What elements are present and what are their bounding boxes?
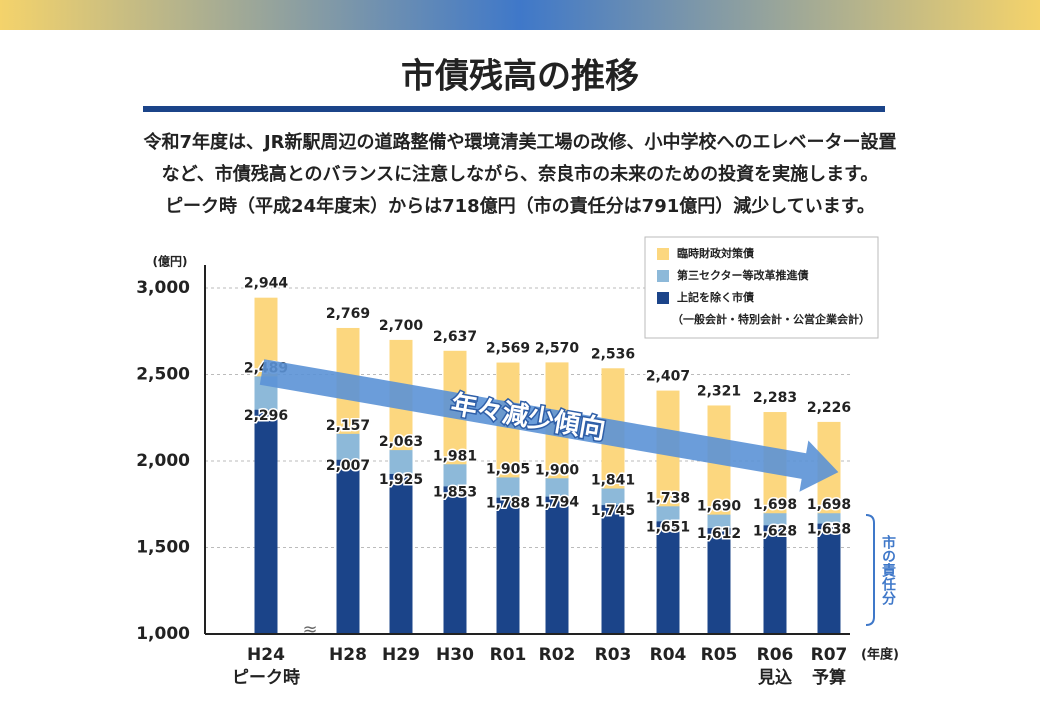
- x-tick-label: R06: [757, 645, 794, 665]
- legend-label: 第三セクター等改革推進債: [677, 268, 809, 282]
- value-label: 1,900: [535, 462, 580, 478]
- x-tick-label: H30: [436, 645, 474, 665]
- y-tick-label: 1,500: [136, 538, 190, 558]
- value-label: 1,690: [697, 499, 742, 515]
- value-label: 1,698: [753, 497, 797, 513]
- bar: [817, 523, 841, 634]
- bar: [496, 497, 520, 634]
- x-tick-sublabel: 予算: [812, 667, 846, 688]
- legend-label: 上記を除く市債: [677, 290, 754, 304]
- x-tick-label: R05: [701, 645, 738, 665]
- legend-swatch: [657, 248, 669, 260]
- value-label: 1,628: [753, 523, 797, 539]
- value-label: 1,745: [591, 503, 635, 519]
- bar: [389, 473, 413, 634]
- x-tick-label: R02: [539, 645, 576, 665]
- value-label: 2,637: [433, 329, 477, 345]
- value-label: 2,007: [326, 458, 370, 474]
- y-tick-label: 1,000: [136, 624, 190, 644]
- intro-line: ピーク時（平成24年度末）からは718億円（市の責任分は791億円）減少していま…: [165, 195, 875, 217]
- bar: [545, 496, 569, 634]
- annotation: 年々減少傾向: [449, 389, 608, 446]
- x-tick-label: R04: [650, 645, 687, 665]
- value-label: 1,853: [433, 484, 477, 500]
- value-label: 2,569: [486, 341, 530, 357]
- value-label: 1,905: [486, 461, 530, 477]
- bar: [443, 486, 467, 634]
- value-label: 1,794: [535, 495, 580, 511]
- x-unit: (年度): [861, 647, 899, 663]
- value-label: 2,321: [697, 383, 741, 399]
- y-tick-label: 2,000: [136, 451, 190, 471]
- x-tick-label: R07: [811, 645, 848, 665]
- value-label: 1,841: [591, 473, 635, 489]
- value-label: 1,788: [486, 496, 530, 512]
- x-tick-sublabel: ピーク時: [232, 667, 300, 688]
- title: 市債残高の推移: [401, 57, 639, 97]
- plot: 1,000 1,500 2,000 2,500 3,000 2,944 2,769 2,700…: [136, 274, 852, 688]
- bar: [254, 409, 278, 634]
- value-label: 2,769: [326, 306, 370, 322]
- y-tick-label: 2,500: [136, 365, 190, 385]
- x-tick-label: H24: [247, 645, 285, 665]
- value-label: 2,063: [379, 434, 423, 450]
- value-label: 2,944: [244, 276, 289, 292]
- title-underline: [143, 106, 885, 112]
- value-label: 1,925: [379, 472, 423, 488]
- value-label: 2,296: [244, 408, 288, 424]
- value-label: 1,612: [697, 526, 741, 542]
- axis-break: ≈: [302, 619, 317, 640]
- value-label: 2,536: [591, 346, 635, 362]
- legend-note: （一般会計・特別会計・公営企業会計）: [672, 312, 870, 326]
- top-band: [0, 0, 1040, 30]
- value-label: 2,226: [807, 400, 851, 416]
- intro-line: 令和7年度は、JR新駅周辺の道路整備や環境清美工場の改修、小中学校へのエレベータ…: [142, 131, 896, 153]
- intro-line: など、市債残高とのバランスに注意しながら、奈良市の未来のための投資を実施します。: [162, 163, 879, 185]
- y-tick-label: 3,000: [136, 278, 190, 298]
- bar: [601, 505, 625, 634]
- legend-box: [644, 236, 879, 339]
- value-label: 1,638: [807, 522, 851, 538]
- arrow-shape: [259, 359, 839, 492]
- value-label: 1,698: [807, 497, 851, 513]
- bracket: [865, 514, 875, 626]
- value-label: 2,407: [646, 369, 690, 385]
- value-label: 1,651: [646, 519, 690, 535]
- x-tick-sublabel: 見込: [757, 668, 792, 688]
- x-tick-label: R01: [490, 645, 527, 665]
- legend-label: 臨時財政対策債: [677, 246, 754, 260]
- bar: [763, 525, 787, 634]
- y-unit: (億円): [153, 254, 188, 269]
- value-label: 1,738: [646, 490, 690, 506]
- x-tick-label: R03: [595, 645, 632, 665]
- x-tick-label: H28: [329, 645, 367, 665]
- legend-swatch: [657, 292, 669, 304]
- value-label: 2,700: [379, 318, 424, 334]
- value-label: 2,157: [326, 418, 370, 434]
- value-label: 2,283: [753, 390, 797, 406]
- bar: [336, 459, 360, 634]
- bracket-label: 市の責任分: [880, 534, 897, 606]
- value-label: 2,570: [535, 340, 580, 356]
- bar: [707, 528, 731, 634]
- x-tick-label: H29: [382, 645, 420, 665]
- legend-swatch: [657, 270, 669, 282]
- value-label: 1,981: [433, 448, 477, 464]
- bar: [656, 521, 680, 634]
